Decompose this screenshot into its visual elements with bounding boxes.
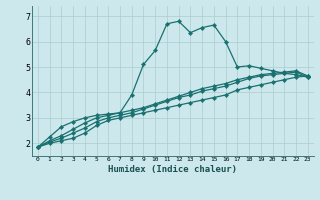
X-axis label: Humidex (Indice chaleur): Humidex (Indice chaleur) [108,165,237,174]
